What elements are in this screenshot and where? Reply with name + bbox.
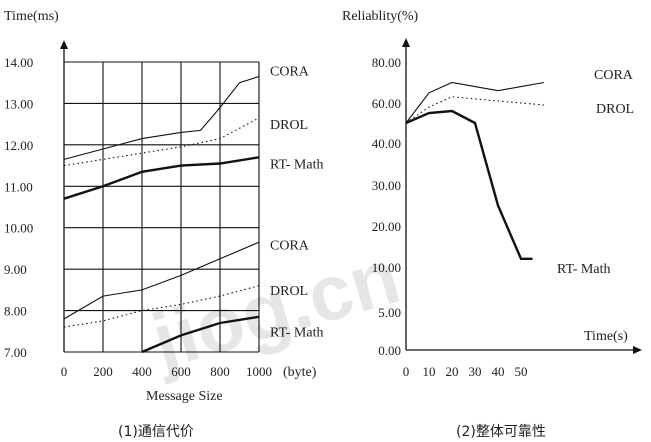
left-series-label: DROL — [270, 118, 308, 133]
chart-communication-cost: Time(ms) 14.00 13.00 12.00 11.00 10.00 9.00 8.… — [4, 9, 323, 440]
left-x-unit: (byte) — [283, 365, 317, 380]
left-series-label: CORA — [270, 238, 310, 253]
left-x-ticks: 0 200 400 600 800 1000 — [61, 364, 272, 379]
right-y-axis-arrow-icon — [402, 38, 410, 47]
left-y-axis-arrow-icon — [60, 40, 68, 49]
left-series-label: RT- Math — [270, 158, 323, 173]
left-series-line — [63, 241, 260, 320]
right-y-tick-label: 5.00 — [378, 305, 401, 320]
left-y-tick-label: 11.00 — [4, 179, 33, 194]
right-y-axis-title: Reliablity(%) — [342, 9, 419, 24]
right-x-tick-label: 20 — [446, 364, 459, 379]
left-x-axis-title: Message Size — [146, 389, 223, 404]
left-y-tick-label: 8.00 — [4, 304, 27, 319]
left-series-labels: CORA DROL RT- Math CORA DROL RT- Math — [270, 64, 323, 340]
left-series-line — [63, 117, 260, 167]
right-x-ticks: 0 10 20 30 40 50 — [403, 364, 528, 379]
left-y-tick-label: 7.00 — [4, 345, 27, 360]
right-x-tick-label: 40 — [492, 364, 505, 379]
right-y-tick-label: 40.00 — [372, 136, 401, 151]
left-caption: (1)通信代价 — [118, 424, 194, 440]
right-series-label: DROL — [596, 102, 634, 117]
right-y-tick-label: 0.00 — [378, 343, 401, 358]
right-x-axis-arrow-icon — [633, 346, 642, 354]
left-y-tick-label: 14.00 — [4, 55, 33, 70]
right-y-tick-label: 30.00 — [372, 178, 401, 193]
right-series-label: CORA — [594, 68, 634, 83]
left-x-tick-label: 1000 — [246, 364, 272, 379]
left-series-line — [63, 285, 260, 328]
left-series-label: CORA — [270, 64, 310, 79]
left-y-tick-label: 13.00 — [4, 96, 33, 111]
left-y-axis-title: Time(ms) — [4, 9, 59, 24]
left-x-tick-label: 600 — [171, 364, 191, 379]
right-series-line — [405, 96, 545, 124]
right-x-tick-label: 30 — [469, 364, 482, 379]
right-series-labels: CORA DROL RT- Math — [557, 68, 634, 277]
right-y-tick-label: 20.00 — [372, 219, 401, 234]
right-x-tick-label: 50 — [515, 364, 528, 379]
right-series-line — [405, 109, 533, 260]
right-y-tick-label: 10.00 — [372, 260, 401, 275]
left-x-tick-label: 0 — [61, 364, 68, 379]
right-x-axis-title: Time(s) — [584, 329, 628, 344]
right-y-ticks: 80.00 60.00 40.00 30.00 20.00 10.00 5.00 0.00 — [372, 55, 401, 358]
right-series-label: RT- Math — [557, 262, 610, 277]
left-grid — [64, 61, 260, 353]
right-x-tick-label: 0 — [403, 364, 410, 379]
left-series — [63, 75, 260, 354]
left-series-line — [141, 315, 260, 354]
right-x-tick-label: 10 — [423, 364, 436, 379]
left-y-tick-label: 9.00 — [4, 262, 27, 277]
right-series — [405, 81, 545, 260]
chart-overall-reliability: Reliablity(%) 80.00 60.00 40.00 30.00 20.00 1… — [342, 9, 642, 440]
left-series-line — [63, 156, 260, 200]
right-series-line — [405, 81, 545, 124]
left-y-tick-label: 10.00 — [4, 221, 33, 236]
left-x-tick-label: 200 — [93, 364, 113, 379]
left-x-tick-label: 800 — [210, 364, 230, 379]
left-y-ticks: 14.00 13.00 12.00 11.00 10.00 9.00 8.00 7.00 — [4, 55, 33, 360]
right-y-tick-label: 80.00 — [372, 55, 401, 70]
left-series-label: DROL — [270, 284, 308, 299]
left-y-tick-label: 12.00 — [4, 138, 33, 153]
left-series-label: RT- Math — [270, 325, 323, 340]
right-caption: (2)整体可靠性 — [456, 424, 546, 440]
left-series-line — [63, 75, 260, 160]
right-y-tick-label: 60.00 — [372, 96, 401, 111]
left-x-tick-label: 400 — [132, 364, 152, 379]
